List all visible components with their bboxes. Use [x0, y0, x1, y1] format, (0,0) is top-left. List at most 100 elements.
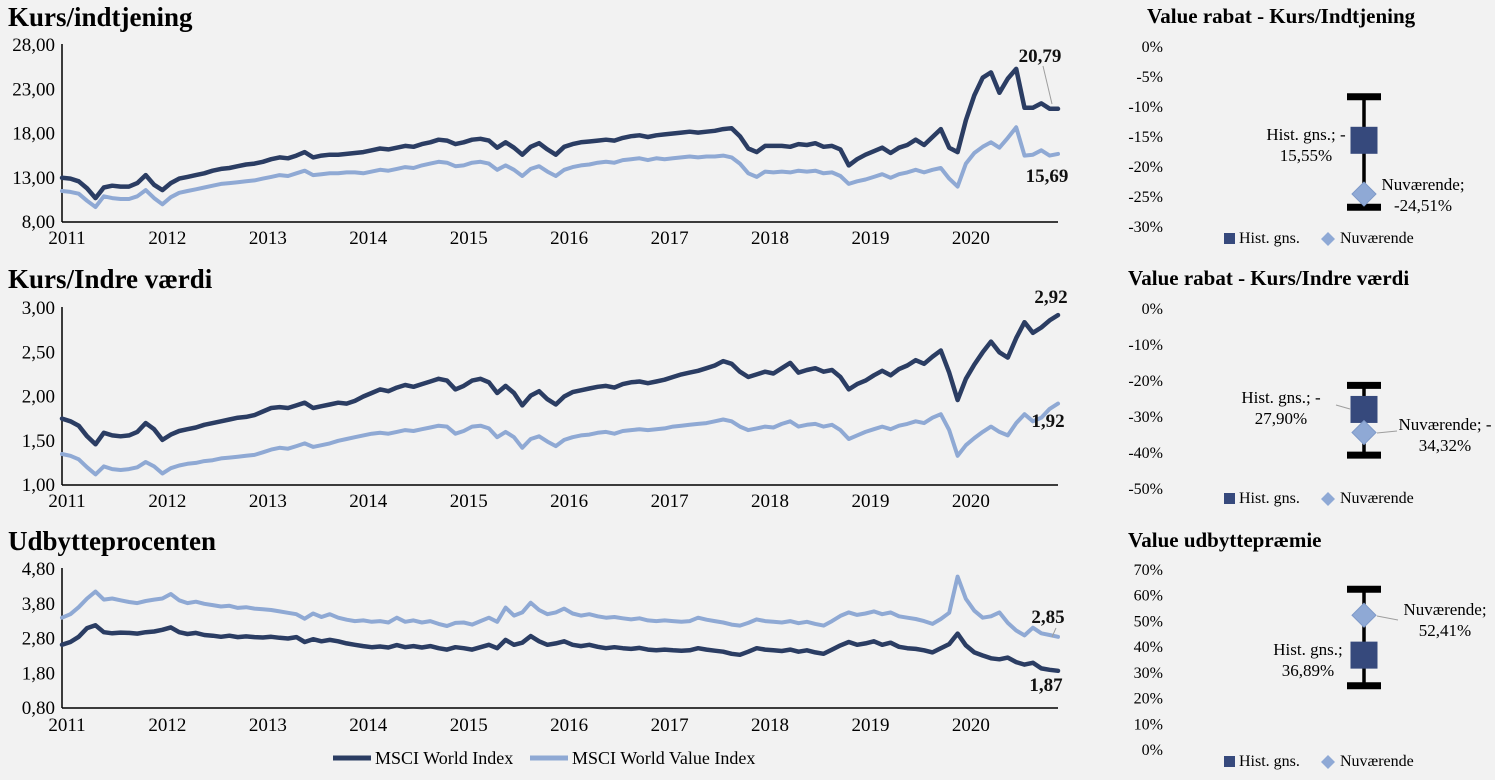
- x-tick-label: 2017: [651, 228, 689, 249]
- series-line-msci-world: [59, 66, 1061, 201]
- y-tick-label: -25%: [1128, 189, 1163, 206]
- legend-hist-swatch: [1224, 756, 1235, 767]
- y-tick-label: -50%: [1128, 481, 1163, 498]
- series-end-value-label: 15,69: [1026, 166, 1069, 187]
- point-label-line1: Hist. gns.;: [1273, 640, 1342, 659]
- legend-hist-label: Hist. gns.: [1239, 753, 1300, 770]
- point-label-line2: 36,89%: [1282, 661, 1334, 680]
- y-tick-label: 70%: [1134, 562, 1163, 579]
- y-tick-label: 2,50: [22, 342, 55, 363]
- x-tick-label: 2019: [851, 228, 889, 249]
- x-tick-label: 2015: [450, 228, 488, 249]
- x-tick-label: 2014: [349, 228, 388, 249]
- point-label-line2: 27,90%: [1255, 409, 1307, 428]
- y-tick-label: -30%: [1128, 409, 1163, 426]
- point-label-leader-line: [1335, 404, 1351, 410]
- y-tick-label: -10%: [1128, 337, 1163, 354]
- chart-title-pe: Kurs/indtjening: [8, 2, 193, 32]
- point-label-leader-line: [1376, 430, 1398, 434]
- x-tick-label: 2011: [48, 715, 85, 736]
- legend-current-swatch: [1321, 492, 1335, 506]
- x-tick-label: 2011: [48, 491, 85, 512]
- y-tick-label: 0%: [1142, 742, 1163, 759]
- y-tick-label: 30%: [1134, 665, 1163, 682]
- current-value-marker: [1351, 419, 1377, 446]
- hist-average-marker: [1350, 641, 1378, 669]
- y-tick-label: -40%: [1128, 445, 1163, 462]
- legend-hist-label: Hist. gns.: [1239, 490, 1300, 507]
- y-tick-label: 2,00: [22, 387, 55, 408]
- x-tick-label: 2019: [851, 715, 889, 736]
- series-end-value-label: 2,85: [1031, 607, 1064, 628]
- hist-average-marker: [1350, 126, 1378, 154]
- chart-title-pb: Kurs/Indre værdi: [8, 264, 213, 294]
- point-label-line1: Nuværende;: [1403, 600, 1486, 619]
- legend-label-msci-world-value: MSCI World Value Index: [572, 748, 755, 768]
- series-end-value-label: 1,87: [1029, 675, 1063, 696]
- x-tick-label: 2020: [952, 715, 990, 736]
- y-tick-label: 18,00: [12, 124, 55, 145]
- y-tick-label: 2,80: [22, 629, 55, 650]
- y-tick-label: 1,50: [22, 431, 55, 452]
- y-tick-label: 50%: [1134, 613, 1163, 630]
- y-tick-label: 3,80: [22, 594, 55, 615]
- y-tick-label: 10%: [1134, 716, 1163, 733]
- y-tick-label: -5%: [1136, 69, 1163, 86]
- x-tick-label: 2016: [550, 228, 588, 249]
- x-tick-label: 2014: [349, 715, 388, 736]
- y-tick-label: 3,00: [22, 298, 55, 319]
- x-tick-label: 2012: [148, 228, 186, 249]
- legend-current-label: Nuværende: [1340, 753, 1414, 770]
- point-label-line2: 52,41%: [1419, 621, 1471, 640]
- x-tick-label: 2018: [751, 228, 789, 249]
- point-label-line2: -24,51%: [1394, 196, 1452, 215]
- x-tick-label: 2012: [148, 491, 186, 512]
- x-tick-label: 2014: [349, 491, 388, 512]
- x-tick-label: 2020: [952, 228, 990, 249]
- errorbar-chart-value-dividend-premium: 70% 60% 50% 40% 30% 20% 10% 0% Hist. gns.; 36,89%…: [1134, 562, 1487, 770]
- legend-current-label: Nuværende: [1340, 490, 1414, 507]
- series-line-msci-world-value: [60, 401, 1060, 477]
- chart-title-dividend: Udbytteprocenten: [8, 526, 216, 556]
- y-tick-label: -20%: [1128, 373, 1163, 390]
- x-tick-label: 2020: [952, 491, 990, 512]
- x-tick-label: 2016: [550, 715, 588, 736]
- x-tick-label: 2011: [48, 228, 85, 249]
- legend-hist-swatch: [1224, 493, 1235, 504]
- legend-current-swatch: [1321, 755, 1335, 769]
- series-line-msci-world: [59, 312, 1061, 447]
- y-tick-label: 4,80: [22, 559, 55, 580]
- x-tick-label: 2013: [249, 491, 287, 512]
- y-tick-label: -30%: [1128, 219, 1163, 236]
- y-tick-label: 0%: [1142, 301, 1163, 318]
- x-tick-label: 2016: [550, 491, 588, 512]
- end-label-leader-line: [1051, 627, 1057, 638]
- series-line-msci-world: [59, 623, 1061, 674]
- series-end-value-label: 2,92: [1034, 287, 1067, 308]
- y-tick-label: 0%: [1142, 39, 1163, 56]
- x-tick-label: 2013: [249, 228, 287, 249]
- chart-title-value-dividend-premium: Value udbyttepræmie: [1128, 528, 1322, 552]
- y-tick-label: 1,80: [22, 663, 55, 684]
- x-tick-label: 2018: [751, 715, 789, 736]
- errorbar-chart-value-discount-pb: 0% -10% -20% -30% -40% -50% Hist. gns.; - 27,90…: [1128, 301, 1491, 507]
- current-value-marker: [1351, 602, 1377, 628]
- errorbar-chart-value-discount-pe: 0% -5% -10% -15% -20% -25% -30% Hist. gns.; - 15…: [1128, 39, 1464, 247]
- y-tick-label: 0,80: [22, 698, 55, 719]
- y-tick-label: 28,00: [12, 35, 55, 56]
- series-end-value-label: 20,79: [1019, 46, 1062, 67]
- chart-title-value-discount-pb: Value rabat - Kurs/Indre værdi: [1128, 266, 1410, 290]
- point-label-line1: Nuværende; -: [1398, 415, 1491, 434]
- legend-hist-label: Hist. gns.: [1239, 230, 1300, 247]
- legend-current-swatch: [1321, 232, 1335, 246]
- x-tick-label: 2017: [651, 491, 689, 512]
- point-label-leader-line: [1376, 615, 1399, 621]
- legend-hist-swatch: [1224, 233, 1235, 244]
- point-label-line2: 15,55%: [1280, 146, 1332, 165]
- y-tick-label: -20%: [1128, 159, 1163, 176]
- series-line-msci-world-value: [60, 574, 1060, 639]
- y-tick-label: 20%: [1134, 691, 1163, 708]
- x-tick-label: 2019: [851, 491, 889, 512]
